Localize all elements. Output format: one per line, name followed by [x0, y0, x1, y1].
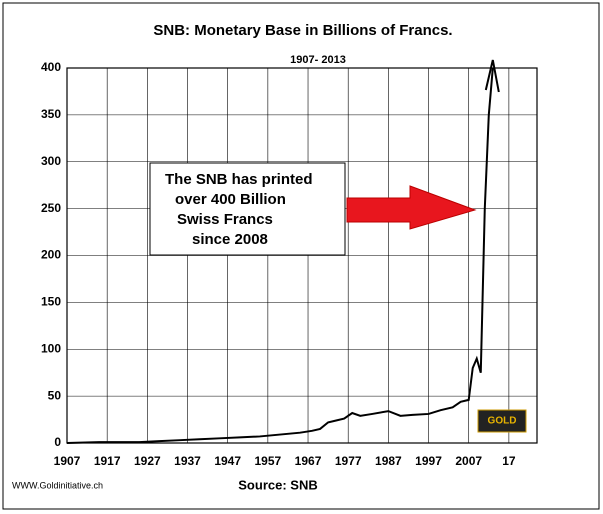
arrow-head: [484, 59, 500, 93]
y-tick-label: 400: [41, 60, 61, 74]
x-tick-label: 2007: [455, 454, 482, 468]
y-tick-label: 300: [41, 154, 61, 168]
y-tick-label: 100: [41, 341, 61, 355]
x-tick-label: 1997: [415, 454, 442, 468]
logo: GOLD: [477, 409, 527, 433]
plot-border: [66, 67, 538, 444]
x-tick-label: 1907: [54, 454, 81, 468]
annotation-text: since 2008: [192, 231, 268, 248]
source: Source: SNB: [238, 477, 317, 492]
logo-text: GOLD: [488, 416, 517, 427]
annotation-box: [149, 162, 346, 256]
chart-title: SNB: Monetary Base in Billions of Francs…: [153, 22, 452, 39]
y-tick-label: 350: [41, 107, 61, 121]
annotation-text: The SNB has printed: [165, 171, 313, 188]
x-tick-label: 1967: [295, 454, 322, 468]
x-tick-label: 1987: [375, 454, 402, 468]
y-tick-label: 200: [41, 248, 61, 262]
x-tick-label: 1937: [174, 454, 201, 468]
red-arrow: [346, 185, 477, 230]
logo-bg: [477, 409, 527, 433]
annotation-text: Swiss Francs: [177, 211, 273, 228]
y-tick-label: 50: [48, 388, 62, 402]
website: WWW.Goldinitiative.ch: [12, 480, 103, 490]
x-tick-label: 1957: [255, 454, 282, 468]
x-tick-label: 1947: [214, 454, 241, 468]
annotation-text: over 400 Billion: [175, 191, 286, 208]
x-tick-label: 17: [502, 454, 516, 468]
y-tick-label: 0: [54, 435, 61, 449]
chart-subtitle: 1907- 2013: [290, 54, 346, 66]
x-tick-label: 1977: [335, 454, 362, 468]
y-tick-label: 250: [41, 201, 61, 215]
x-tick-label: 1927: [134, 454, 161, 468]
data-line: [66, 67, 494, 444]
y-tick-label: 150: [41, 295, 61, 309]
x-tick-label: 1917: [94, 454, 121, 468]
